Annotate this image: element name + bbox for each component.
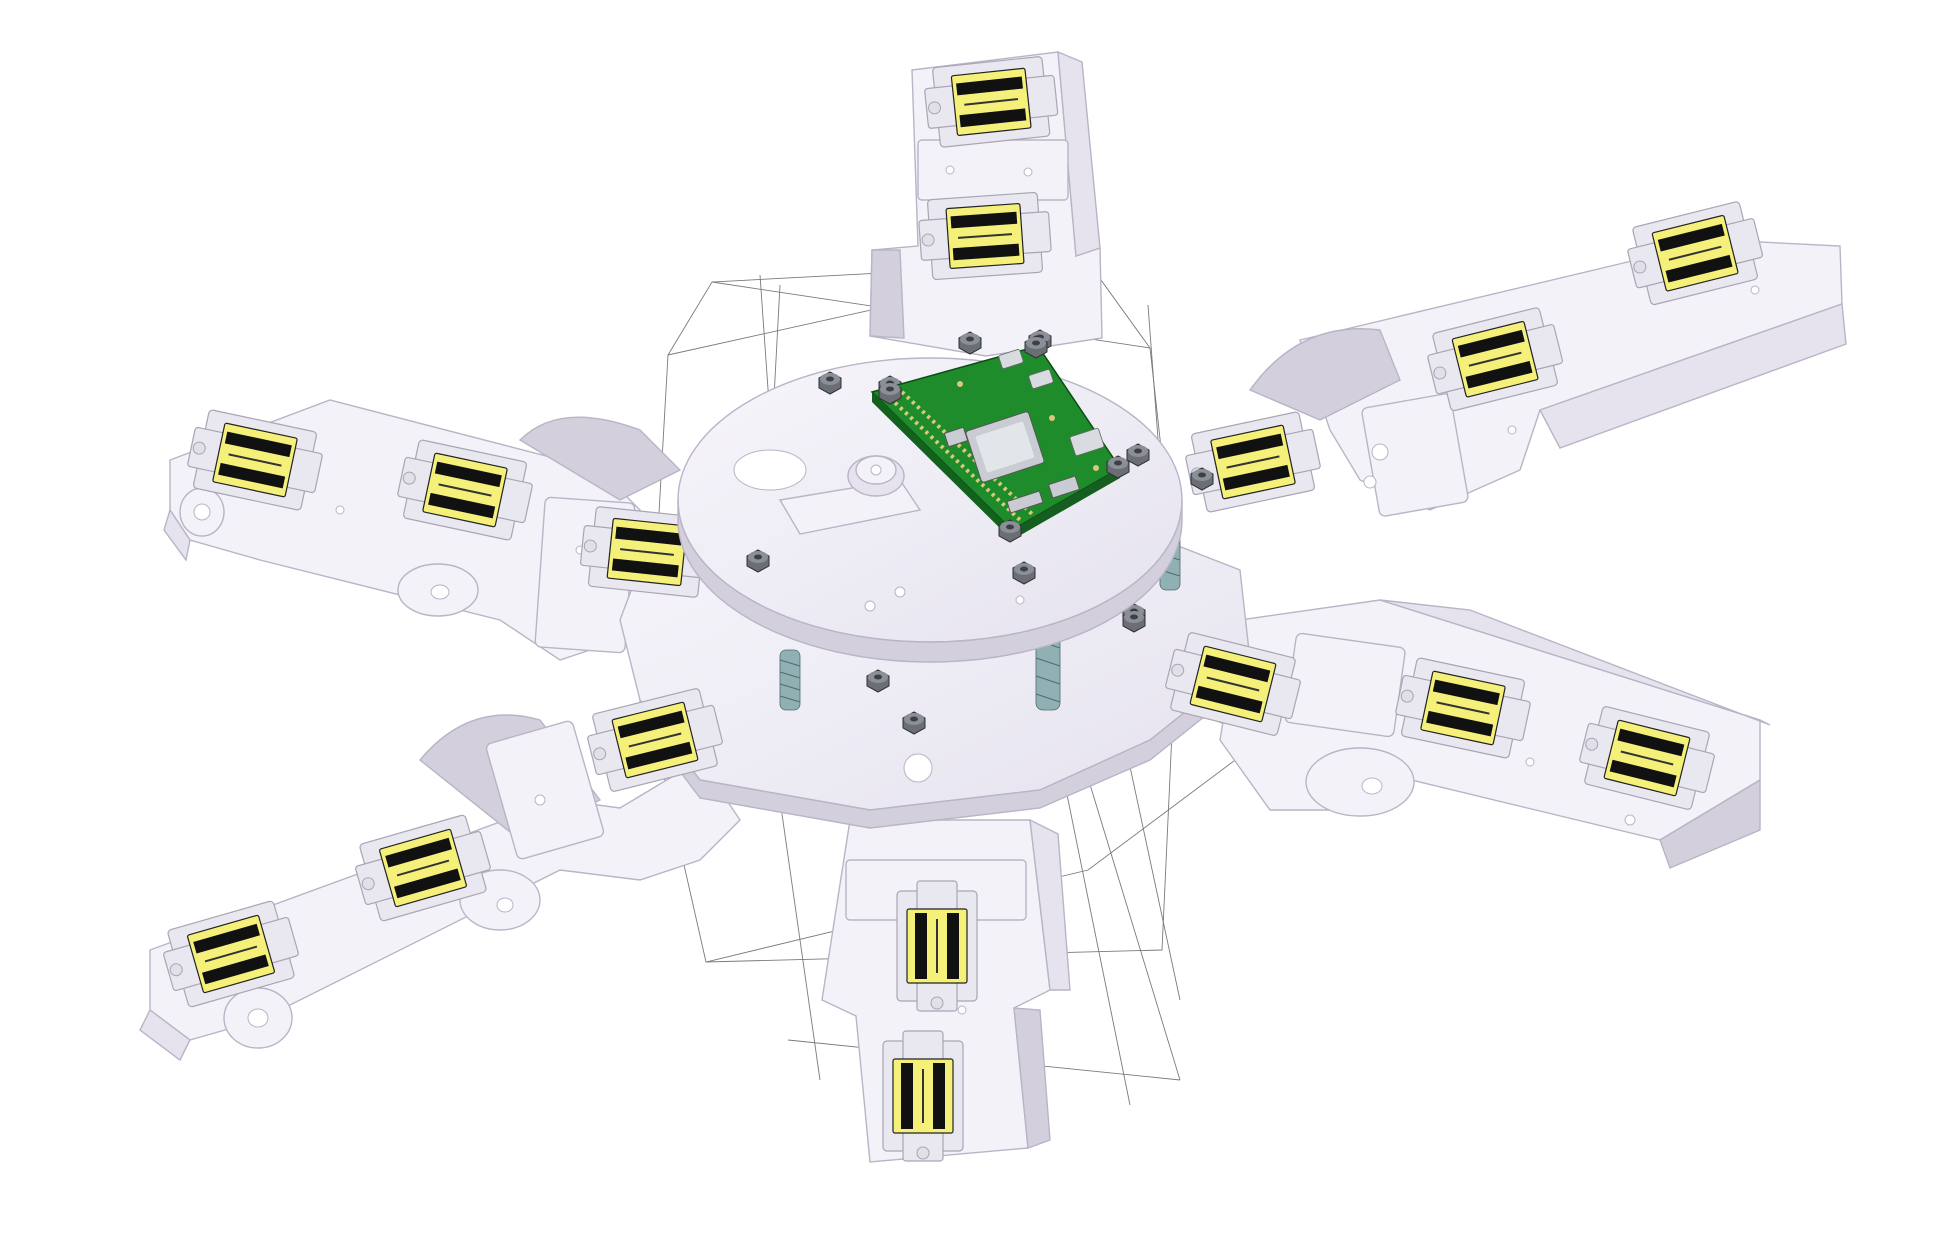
center-servo-mount (778, 455, 922, 535)
servo-body-right-front (1180, 408, 1326, 516)
pin-header (888, 390, 1034, 522)
leg-rear (821, 818, 1071, 1163)
servo-front-lower (916, 190, 1054, 282)
servo-rear-lower (882, 1030, 964, 1162)
leg-left-rear (139, 714, 741, 1062)
leg-front (869, 50, 1103, 357)
leg-right-front (1248, 197, 1847, 517)
servo-front-upper (921, 54, 1062, 150)
servo-rear-upper (896, 880, 978, 1012)
leg-right-rear (1219, 599, 1771, 869)
